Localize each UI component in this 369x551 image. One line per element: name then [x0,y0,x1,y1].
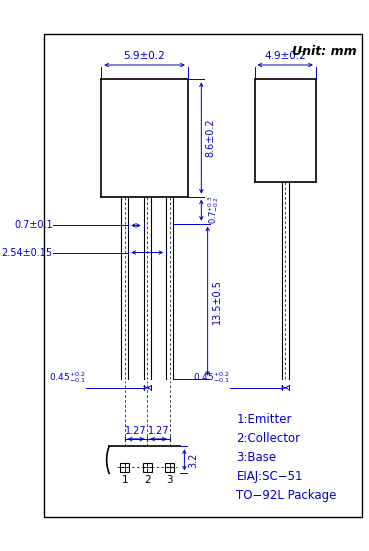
Text: 3:Base: 3:Base [237,451,277,464]
Text: EIAJ:SC−51: EIAJ:SC−51 [237,470,303,483]
Bar [165,462,174,472]
Text: 13.5±0.5: 13.5±0.5 [212,279,222,323]
Text: Unit: mm: Unit: mm [292,45,356,58]
Bar [143,462,152,472]
Text: 3: 3 [166,475,173,485]
Text: 2:Collector: 2:Collector [237,432,301,445]
Text: 1.27: 1.27 [125,425,147,435]
Text: 1: 1 [121,475,128,485]
Text: 8.6±0.2: 8.6±0.2 [206,118,216,158]
Text: 1.27: 1.27 [148,425,169,435]
Text: TO−92L Package: TO−92L Package [237,489,337,502]
Text: 4.9±0.2: 4.9±0.2 [264,51,306,61]
Text: 0.45$^{+0.2}_{-0.1}$: 0.45$^{+0.2}_{-0.1}$ [49,370,86,385]
Text: 0.7±0.1: 0.7±0.1 [14,220,52,230]
Text: 0.7$^{+0.3}_{-0.2}$: 0.7$^{+0.3}_{-0.2}$ [206,196,221,224]
Text: 1:Emitter: 1:Emitter [237,413,292,426]
Text: 3.2: 3.2 [188,452,198,468]
Text: 0.45$^{+0.2}_{-0.1}$: 0.45$^{+0.2}_{-0.1}$ [193,370,230,385]
Text: 2.54±0.15: 2.54±0.15 [1,247,52,257]
Text: 2: 2 [144,475,151,485]
Text: 5.9±0.2: 5.9±0.2 [124,51,165,61]
Bar [120,462,129,472]
